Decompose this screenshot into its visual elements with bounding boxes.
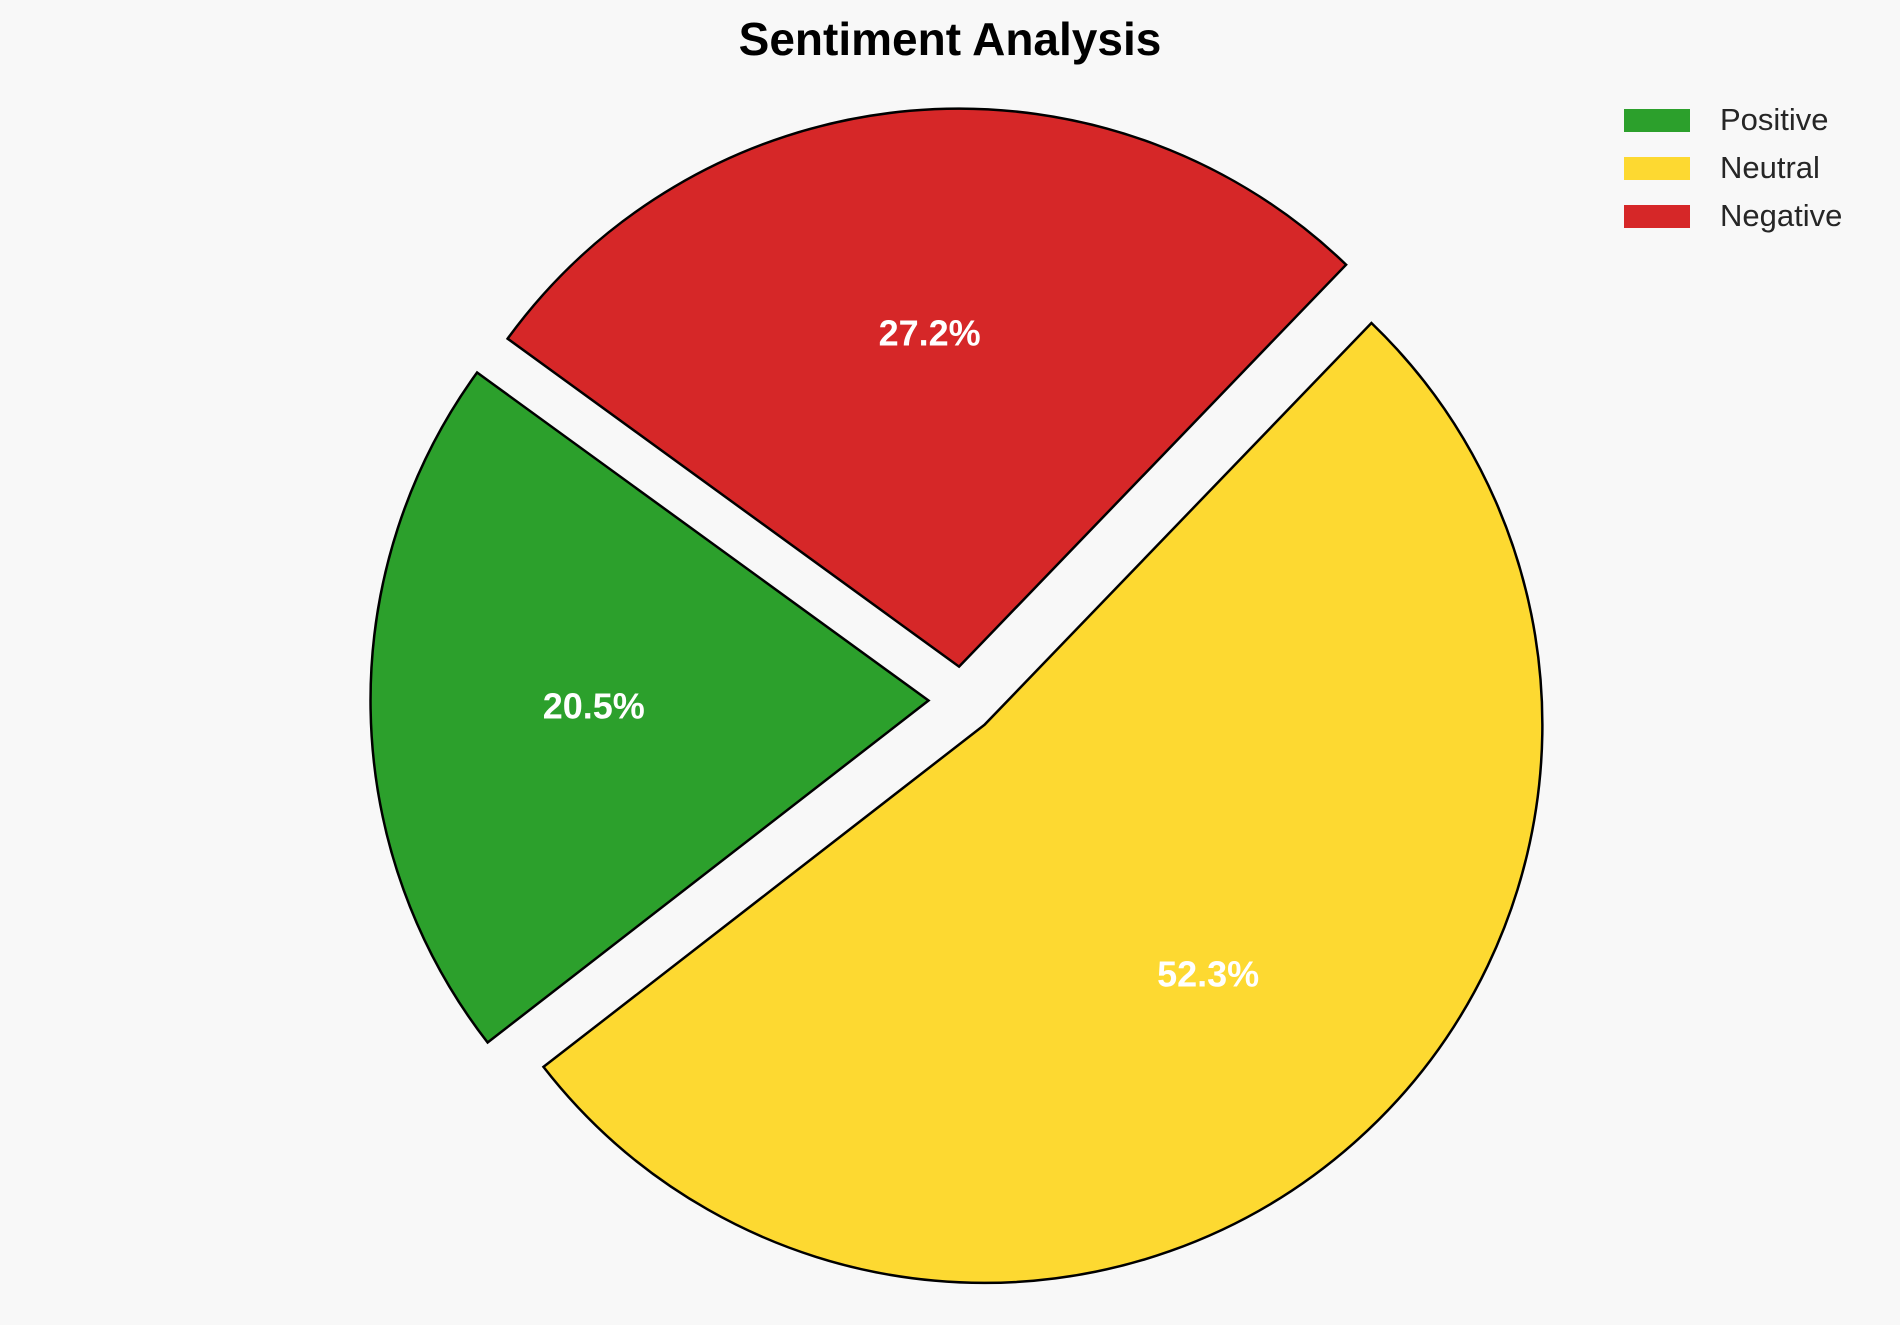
legend-label-negative: Negative bbox=[1720, 198, 1843, 233]
legend-label-positive: Positive bbox=[1720, 102, 1829, 137]
pie-slice-negative bbox=[505, 107, 1348, 669]
slice-label-neutral: 52.3% bbox=[1157, 953, 1259, 994]
legend-item-negative: Negative bbox=[1624, 192, 1874, 240]
pie-slice-labels: 20.5% 52.3% 27.2% bbox=[543, 313, 1259, 995]
pie-slice-positive bbox=[369, 370, 931, 1045]
legend: Positive Neutral Negative bbox=[1624, 96, 1874, 240]
legend-item-neutral: Neutral bbox=[1624, 144, 1874, 192]
legend-label-neutral: Neutral bbox=[1720, 150, 1820, 185]
slice-label-positive: 20.5% bbox=[543, 685, 645, 726]
pie-slice-neutral bbox=[541, 321, 1544, 1285]
legend-swatch-negative bbox=[1624, 204, 1690, 228]
legend-item-positive: Positive bbox=[1624, 96, 1874, 144]
pie-slices bbox=[369, 107, 1544, 1285]
legend-swatch-neutral bbox=[1624, 156, 1690, 180]
legend-swatch-positive bbox=[1624, 108, 1690, 132]
chart-title: Sentiment Analysis bbox=[738, 13, 1162, 65]
slice-label-negative: 27.2% bbox=[879, 313, 981, 354]
